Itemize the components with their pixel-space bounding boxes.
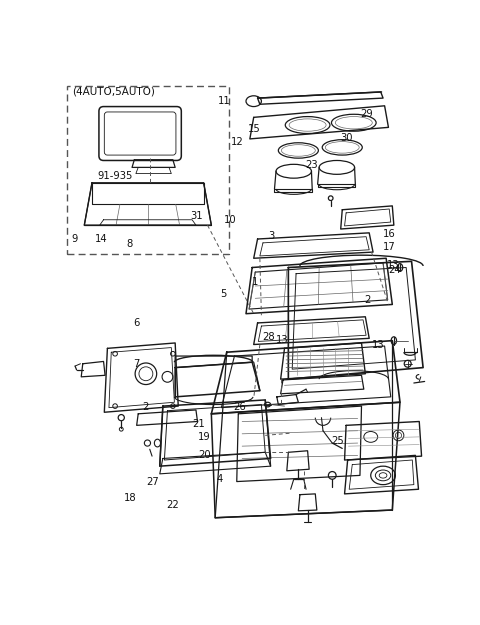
Text: 21: 21 [192,419,205,429]
Text: 8: 8 [126,239,132,249]
Text: 27: 27 [146,477,159,487]
Text: 11: 11 [217,96,230,106]
Text: 6: 6 [133,318,140,328]
Text: 5: 5 [220,289,227,299]
Text: 10: 10 [224,216,237,226]
Text: 26: 26 [233,402,246,412]
Text: 29: 29 [360,109,373,119]
Text: 13: 13 [386,259,399,269]
Text: 13: 13 [276,335,288,345]
Text: 25: 25 [331,436,344,446]
Text: 31: 31 [191,211,203,221]
Text: 28: 28 [263,332,275,342]
Text: 91-935: 91-935 [97,171,133,181]
Text: 20: 20 [198,450,211,460]
Text: 19: 19 [198,432,211,442]
Text: 1: 1 [252,277,258,287]
Text: 30: 30 [340,132,353,142]
Text: 24: 24 [389,266,401,276]
Text: 4: 4 [216,474,223,484]
Text: 2: 2 [143,402,149,412]
Text: 2: 2 [364,295,371,305]
Text: 22: 22 [167,500,180,510]
Text: 18: 18 [124,492,137,502]
Text: 13: 13 [372,341,384,351]
Text: 9: 9 [72,234,78,244]
Text: 16: 16 [383,229,396,239]
Text: 12: 12 [231,138,244,148]
Text: 14: 14 [95,234,107,244]
Text: 7: 7 [133,359,140,369]
Text: 3: 3 [268,231,275,241]
Text: (4AUTO,5AUTO): (4AUTO,5AUTO) [72,87,155,97]
Text: 17: 17 [383,242,396,252]
Text: 23: 23 [305,161,318,171]
Text: 15: 15 [248,124,261,134]
